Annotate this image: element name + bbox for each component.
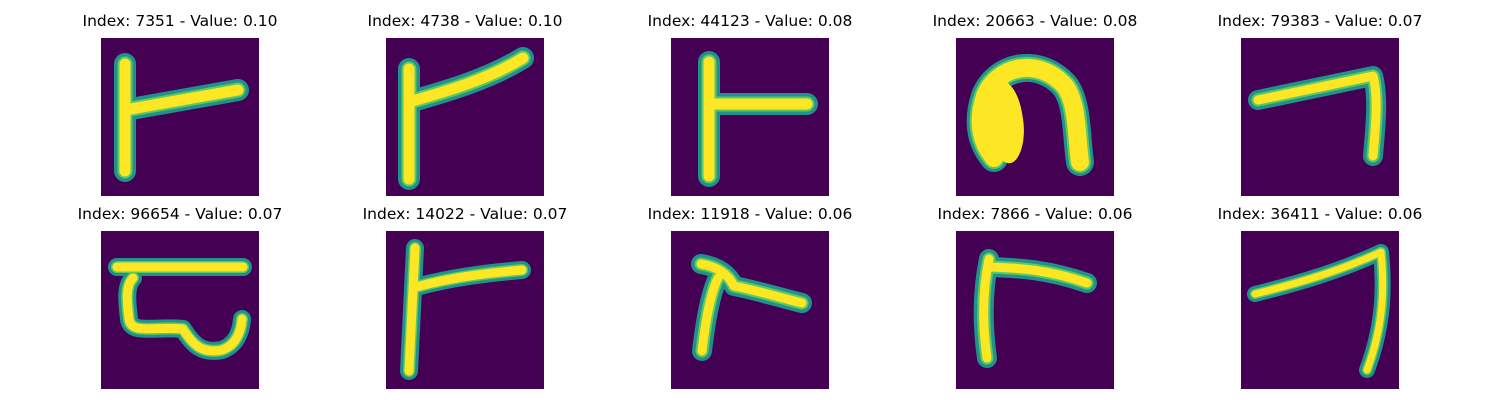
panel-title: Index: 96654 - Value: 0.07 <box>77 205 283 223</box>
panel-title: Index: 4738 - Value: 0.10 <box>367 12 563 30</box>
handwritten-glyph <box>691 254 812 361</box>
panel-image <box>1241 231 1399 389</box>
glyph-core-stroke <box>703 56 813 182</box>
glyph-core-stroke <box>1253 71 1381 161</box>
panel-4: Index: 20663 - Value: 0.08 <box>910 10 1160 200</box>
panel-image <box>956 38 1114 196</box>
glyph-core-stroke <box>971 59 1089 171</box>
glyph-core-stroke <box>119 58 244 177</box>
panel-title: Index: 7351 - Value: 0.10 <box>82 12 278 30</box>
handwritten-glyph <box>1248 66 1387 166</box>
panel-9: Index: 7866 - Value: 0.06 <box>910 203 1160 393</box>
handwritten-glyph <box>698 51 818 187</box>
panel-2: Index: 4738 - Value: 0.10 <box>340 10 590 200</box>
panel-image <box>101 38 259 196</box>
panel-image <box>101 231 259 389</box>
panel-title: Index: 7866 - Value: 0.06 <box>937 205 1133 223</box>
handwritten-glyph <box>400 239 531 380</box>
handwritten-glyph <box>398 47 534 190</box>
panel-title: Index: 11918 - Value: 0.06 <box>647 205 853 223</box>
panel-1: Index: 7351 - Value: 0.10 <box>55 10 305 200</box>
panel-image <box>1241 38 1399 196</box>
panel-7: Index: 14022 - Value: 0.07 <box>340 203 590 393</box>
panel-title: Index: 79383 - Value: 0.07 <box>1217 12 1423 30</box>
panel-title: Index: 44123 - Value: 0.08 <box>647 12 853 30</box>
glyph-core-stroke <box>403 52 529 185</box>
glyph-core-stroke <box>404 243 527 376</box>
handwritten-glyph <box>966 54 1094 176</box>
glyph-core-stroke <box>112 262 248 356</box>
panel-image <box>671 38 829 196</box>
panel-image <box>386 38 544 196</box>
panel-10: Index: 36411 - Value: 0.06 <box>1195 203 1445 393</box>
handwritten-glyph <box>114 53 249 182</box>
panel-5: Index: 79383 - Value: 0.07 <box>1195 10 1445 200</box>
panel-title: Index: 20663 - Value: 0.08 <box>932 12 1138 30</box>
panel-title: Index: 36411 - Value: 0.06 <box>1217 205 1423 223</box>
panel-8: Index: 11918 - Value: 0.06 <box>625 203 875 393</box>
glyph-core-stroke <box>696 259 807 356</box>
glyph-fill-area <box>984 78 1024 164</box>
panel-image <box>386 231 544 389</box>
handwritten-glyph <box>973 249 1097 368</box>
handwritten-glyph <box>108 258 252 360</box>
panel-6: Index: 96654 - Value: 0.07 <box>55 203 305 393</box>
image-background <box>671 38 829 196</box>
handwritten-glyph <box>1247 244 1391 378</box>
panel-image <box>956 231 1114 389</box>
glyph-core-stroke <box>1251 248 1387 374</box>
glyph-core-stroke <box>979 254 1092 363</box>
panel-title: Index: 14022 - Value: 0.07 <box>362 205 568 223</box>
panel-3: Index: 44123 - Value: 0.08 <box>625 10 875 200</box>
panel-image <box>671 231 829 389</box>
